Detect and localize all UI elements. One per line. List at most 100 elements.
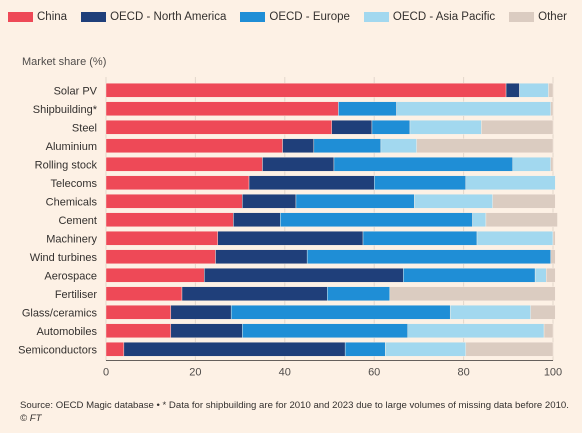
bar-segment xyxy=(123,342,346,357)
bar-segment xyxy=(371,120,411,135)
bar-segment xyxy=(550,101,554,116)
bar-segment xyxy=(550,249,556,264)
bar-segment xyxy=(519,83,549,98)
bar-segment xyxy=(407,323,545,338)
bar-segment xyxy=(492,194,556,209)
bar-segment xyxy=(105,175,250,190)
bar-segment xyxy=(242,323,408,338)
category-label: Telecoms xyxy=(51,178,98,190)
bar-segment xyxy=(105,249,216,264)
bar-segment xyxy=(512,157,551,172)
bar-segment xyxy=(338,101,397,116)
bar-segment xyxy=(105,305,172,320)
category-label: Semiconductors xyxy=(18,344,97,356)
x-tick-label: 60 xyxy=(368,367,380,379)
bar-segment xyxy=(385,342,467,357)
bar-segment xyxy=(374,175,467,190)
legend-swatch xyxy=(240,12,266,22)
bar-segment xyxy=(485,212,558,227)
bar-segment xyxy=(105,231,218,246)
category-label: Cement xyxy=(58,215,97,227)
x-tick-label: 80 xyxy=(457,367,469,379)
bar-segment xyxy=(105,323,172,338)
bar-segment xyxy=(481,120,554,135)
bar-segment xyxy=(295,194,415,209)
legend-swatch xyxy=(8,12,33,22)
bar-segment xyxy=(170,323,243,338)
bar-segment xyxy=(546,268,556,283)
bar-segment xyxy=(105,101,339,116)
bar-segment xyxy=(105,138,283,153)
category-label: Aerospace xyxy=(44,270,97,282)
bar-segment xyxy=(242,194,297,209)
bar-segment xyxy=(465,342,554,357)
bar-segment xyxy=(409,120,482,135)
source-note: Source: OECD Magic database • * Data for… xyxy=(20,400,569,411)
bar-segment xyxy=(217,231,364,246)
ft-credit: © FT xyxy=(20,413,42,424)
legend-swatch xyxy=(363,12,389,22)
category-label: Steel xyxy=(72,122,97,134)
category-label: Automobiles xyxy=(36,326,97,338)
x-tick-label: 40 xyxy=(279,367,291,379)
bar-segment xyxy=(548,83,554,98)
category-label: Solar PV xyxy=(54,85,98,97)
bar-segment xyxy=(472,212,487,227)
bar-segment xyxy=(414,194,493,209)
bar-segment xyxy=(550,157,554,172)
bar-segment xyxy=(306,249,551,264)
category-label: Chemicals xyxy=(46,196,98,208)
x-tick-label: 100 xyxy=(544,367,562,379)
legend-item: China xyxy=(8,11,67,23)
bar-segment xyxy=(105,342,125,357)
legend-item: OECD - North America xyxy=(81,11,226,23)
bar-segment xyxy=(170,305,232,320)
bar-segment xyxy=(230,305,451,320)
y-axis-title: Market share (%) xyxy=(22,56,107,68)
bar-segment xyxy=(416,138,554,153)
category-label: Glass/ceramics xyxy=(22,307,98,319)
bar-segment xyxy=(181,286,328,301)
legend-label: OECD - Asia Pacific xyxy=(392,11,496,23)
bar-segment xyxy=(505,83,520,98)
x-tick-label: 0 xyxy=(103,367,109,379)
bar-segment xyxy=(215,249,308,264)
bar-segment xyxy=(333,157,513,172)
bar-segment xyxy=(204,268,404,283)
bar-segment xyxy=(465,175,556,190)
bar-segment xyxy=(380,138,417,153)
bar-segment xyxy=(534,268,547,283)
bar-segment xyxy=(396,101,551,116)
category-label: Machinery xyxy=(46,233,97,245)
bar-segment xyxy=(105,268,205,283)
bar-segment xyxy=(280,212,473,227)
bar-segment xyxy=(313,138,382,153)
bar-segment xyxy=(105,120,332,135)
category-label: Shipbuilding* xyxy=(33,104,98,116)
bar-segment xyxy=(262,157,335,172)
legend-swatch xyxy=(509,12,535,22)
legend-item: OECD - Europe xyxy=(240,11,350,23)
bar-segment xyxy=(476,231,554,246)
category-label: Wind turbines xyxy=(30,252,98,264)
legend-item: Other xyxy=(509,11,567,23)
bar-segment xyxy=(105,83,507,98)
bar-segment xyxy=(282,138,315,153)
bar-segment xyxy=(543,323,554,338)
bar-segment xyxy=(105,212,234,227)
x-tick-label: 20 xyxy=(189,367,201,379)
bar-segment xyxy=(389,286,556,301)
category-label: Aluminium xyxy=(46,141,97,153)
bar-segment xyxy=(403,268,536,283)
bar-segment xyxy=(530,305,556,320)
legend-label: OECD - Europe xyxy=(269,11,350,23)
stacked-bar-chart: Solar PV Shipbuilding* Steel Aluminium Rolli… xyxy=(18,77,562,379)
category-label: Fertiliser xyxy=(55,289,98,301)
bar-segment xyxy=(233,212,281,227)
legend-label: OECD - North America xyxy=(110,11,227,23)
bar-segment xyxy=(105,194,243,209)
bar-segment xyxy=(248,175,375,190)
legend-item: OECD - Asia Pacific xyxy=(363,11,496,23)
chart-legend: China OECD - North America OECD - Europe OE… xyxy=(8,9,581,25)
bar-segment xyxy=(327,286,391,301)
